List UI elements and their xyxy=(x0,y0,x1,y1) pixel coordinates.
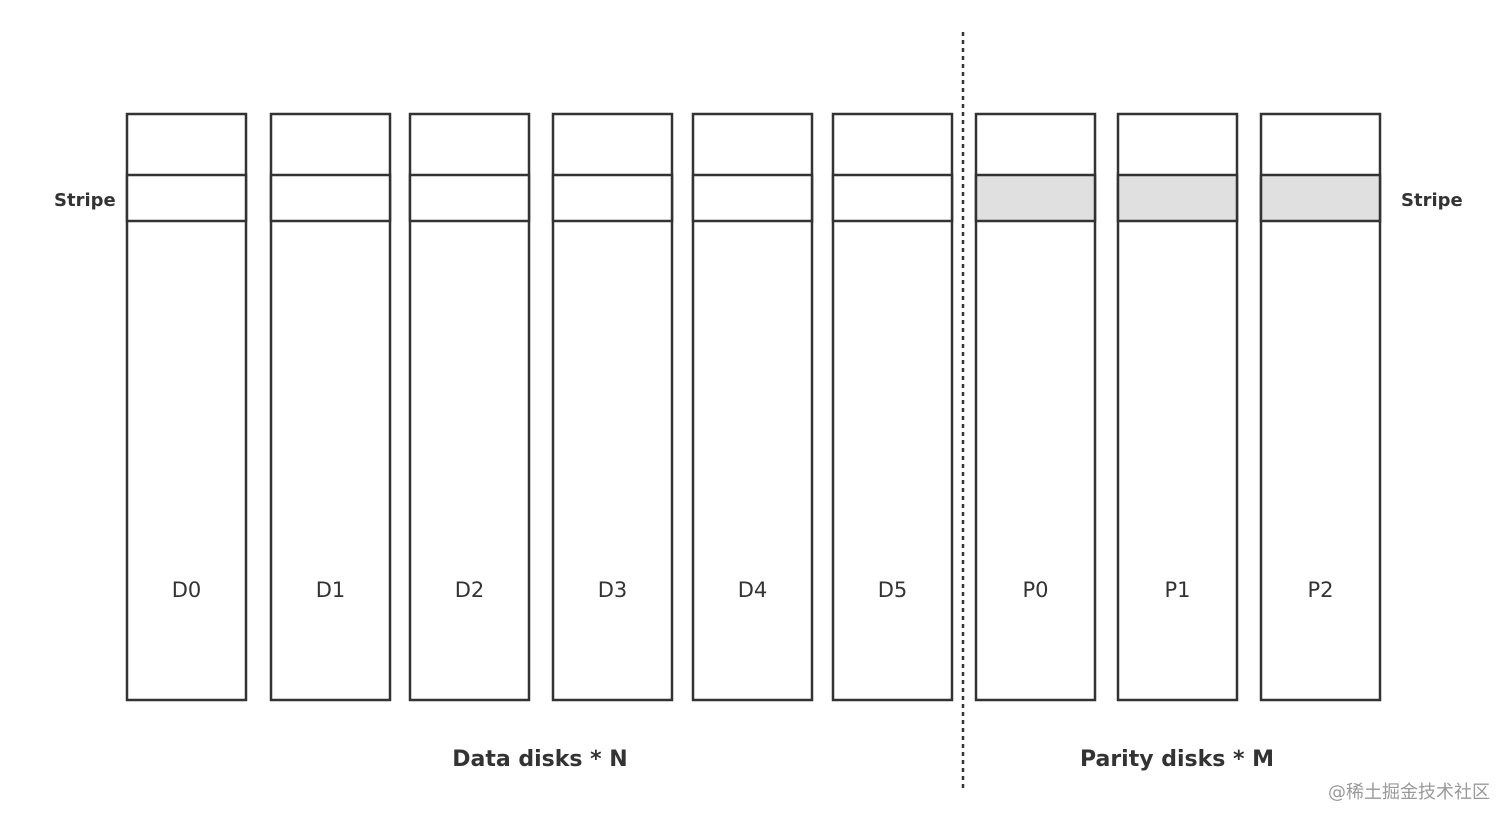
stripe-label: Stripe xyxy=(54,190,116,211)
disk-label: D5 xyxy=(878,578,908,602)
group-label: Data disks * N xyxy=(452,747,627,772)
disk-label: P2 xyxy=(1307,578,1333,602)
stripe-cell xyxy=(125,173,248,223)
stripe-cell xyxy=(551,173,674,223)
stripe-cell xyxy=(1116,173,1239,223)
stripe-label: Stripe xyxy=(1401,190,1463,211)
disk-label: D2 xyxy=(455,578,485,602)
stripe-cell xyxy=(408,173,531,223)
stripe-cell xyxy=(831,173,954,223)
disk-label: P0 xyxy=(1022,578,1048,602)
group-label: Parity disks * M xyxy=(1080,747,1274,772)
stripe-cell xyxy=(269,173,392,223)
disks: D0 D1 D2 D3 D4 D5 P0 P1 P2 xyxy=(125,112,1382,702)
watermark: @稀土掘金技术社区 xyxy=(1328,782,1490,803)
disk-label: D3 xyxy=(598,578,628,602)
disk-label: D0 xyxy=(172,578,202,602)
disk-label: P1 xyxy=(1164,578,1190,602)
stripe-cell xyxy=(974,173,1097,223)
stripe-cell xyxy=(1259,173,1382,223)
stripe-cell xyxy=(691,173,814,223)
disk-label: D4 xyxy=(738,578,768,602)
disk-label: D1 xyxy=(316,578,346,602)
